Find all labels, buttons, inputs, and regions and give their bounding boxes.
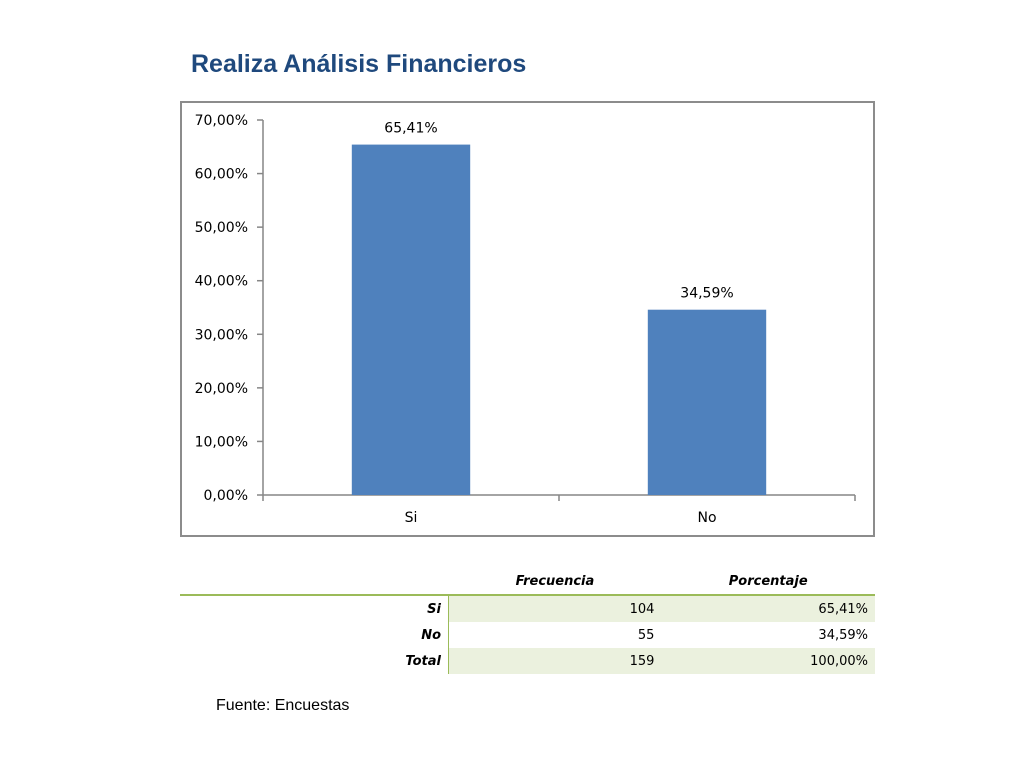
x-tick-label: No — [697, 510, 716, 526]
table-row: Si 104 65,41% — [180, 595, 875, 622]
table-header-row: Frecuencia Porcentaje — [180, 568, 875, 595]
table-row: Total 159 100,00% — [180, 648, 875, 674]
y-tick-label: 60,00% — [195, 167, 248, 183]
cell-frecuencia: 159 — [448, 648, 662, 674]
y-tick-label: 40,00% — [195, 274, 248, 290]
header-frecuencia: Frecuencia — [515, 573, 595, 589]
bar-chart: 0,00% 10,00% 20,00% 30,00% 40,00% 50,00% 60,00… — [180, 101, 875, 537]
data-label: 65,41% — [384, 121, 437, 137]
y-tick-label: 0,00% — [204, 488, 248, 504]
row-label: Si — [180, 595, 449, 622]
y-tick-label: 30,00% — [195, 327, 248, 343]
cell-porcentaje: 34,59% — [818, 627, 868, 643]
source-note: Fuente: Encuestas — [216, 697, 350, 714]
y-tick-label: 10,00% — [195, 434, 248, 450]
header-porcentaje: Porcentaje — [728, 573, 808, 589]
data-table: Frecuencia Porcentaje Si 104 65,41% No 5… — [180, 568, 875, 674]
y-tick-label: 70,00% — [195, 113, 248, 129]
row-label: Total — [180, 648, 449, 674]
table-corner-cell — [180, 568, 449, 595]
cell-frecuencia: 104 — [448, 595, 662, 622]
row-label: No — [180, 622, 449, 648]
cell-porcentaje: 65,41% — [661, 595, 875, 622]
table-row: No 55 34,59% — [180, 622, 875, 648]
data-label: 34,59% — [680, 286, 733, 302]
bar — [647, 309, 767, 495]
page-title: Realiza Análisis Financieros — [191, 50, 527, 78]
y-tick-label: 50,00% — [195, 220, 248, 236]
chart-border — [180, 101, 875, 537]
cell-frecuencia: 55 — [637, 627, 655, 643]
x-tick-label: Si — [405, 510, 418, 526]
cell-porcentaje: 100,00% — [661, 648, 875, 674]
bar — [351, 144, 471, 495]
y-tick-label: 20,00% — [195, 381, 248, 397]
